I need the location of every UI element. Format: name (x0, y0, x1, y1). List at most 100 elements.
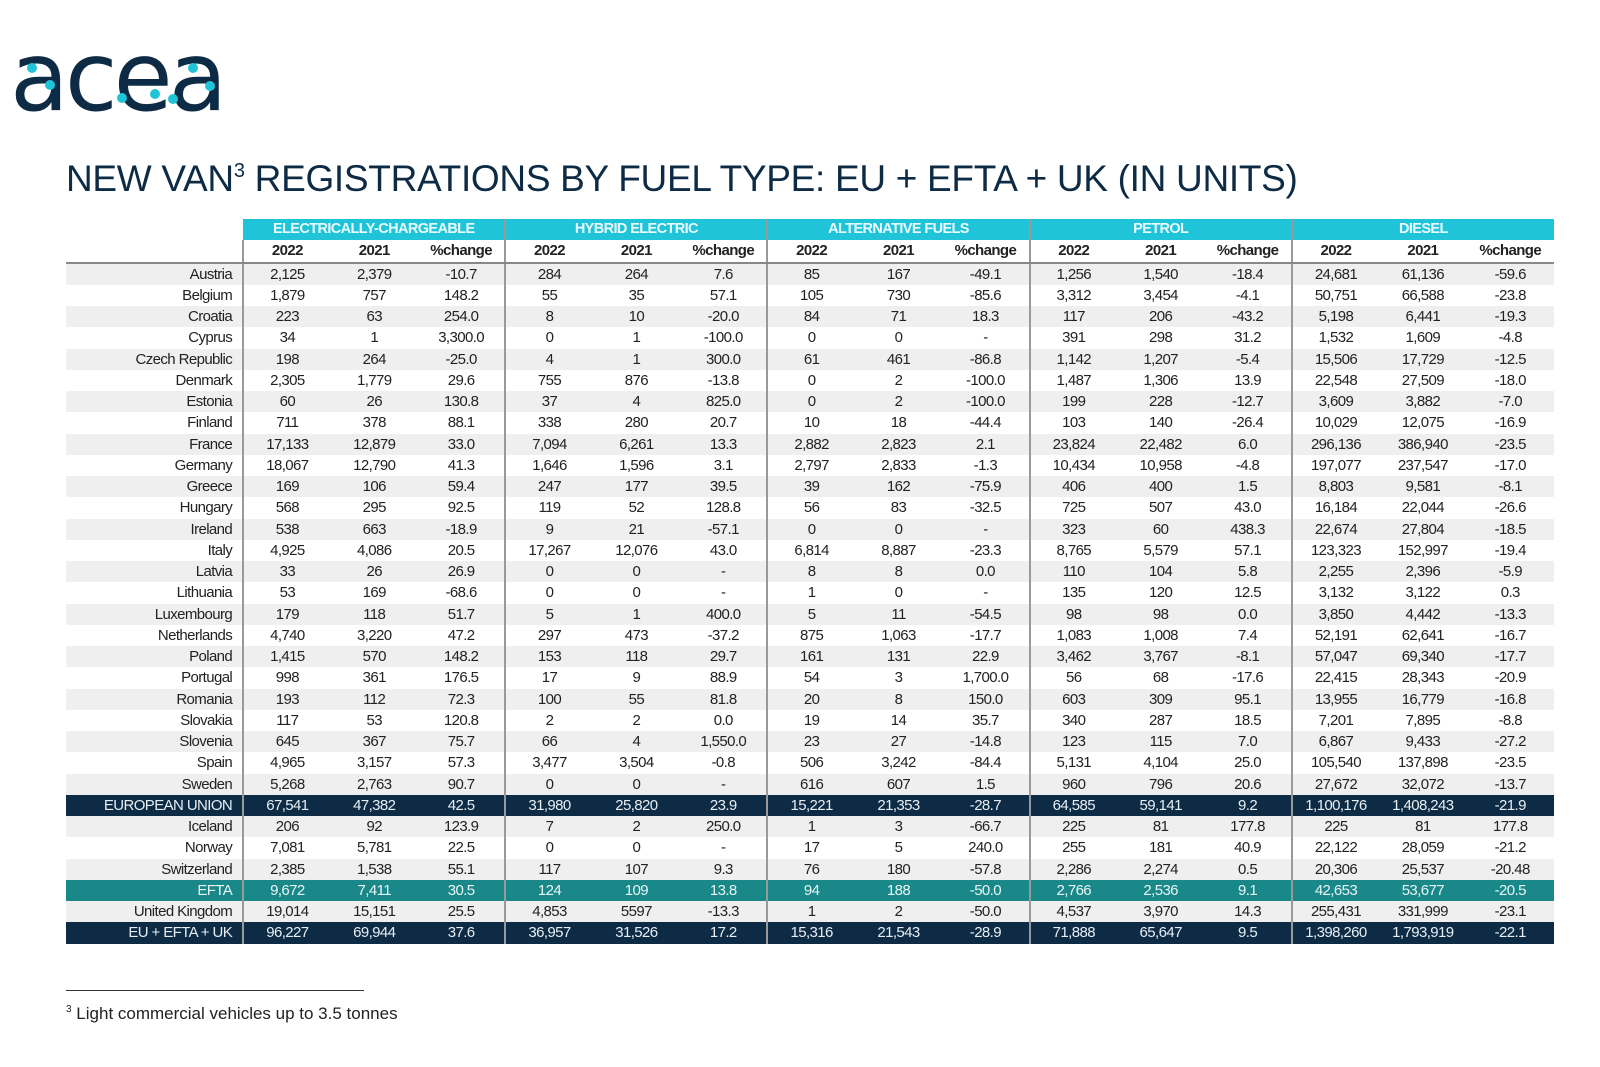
table-cell: 21 (592, 518, 681, 540)
table-cell: 3,132 (1290, 582, 1380, 604)
table-cell: 0 (504, 561, 593, 583)
table-cell: 22,415 (1290, 667, 1380, 689)
table-cell: 22,122 (1290, 837, 1380, 859)
table-cell: 300.0 (680, 348, 768, 370)
column-header: 2021 (592, 240, 681, 264)
table-cell: 960 (1028, 773, 1117, 795)
table-cell: 1,793,919 (1379, 922, 1467, 944)
table-cell: 2,385 (242, 858, 331, 880)
row-label: Latvia (66, 561, 244, 583)
table-cell: 118 (592, 646, 681, 668)
table-cell: 96,227 (242, 922, 331, 944)
table-cell: 2,797 (766, 454, 855, 476)
table-cell: 169 (242, 476, 331, 498)
table-cell: -50.0 (942, 901, 1030, 923)
table-cell: 7,201 (1290, 709, 1380, 731)
table-row: Portugal 998 361 176.5 17 9 88.9 54 3 1,700.0 56 68… (66, 667, 1554, 689)
table-cell: 137,898 (1397, 754, 1449, 772)
table-cell: 69,340 (1379, 646, 1467, 668)
table-cell: 23.9 (680, 794, 768, 816)
table-cell: 28,343 (1401, 669, 1445, 687)
table-cell: -16.7 (1494, 626, 1527, 644)
table-cell: 5597 (592, 901, 681, 923)
table-row: Greece 169 106 59.4 247 177 39.5 39 162 -75.9 406 4… (66, 476, 1554, 498)
table-cell: 9,672 (242, 879, 331, 901)
table-cell: 0 (504, 773, 593, 795)
table-cell: -28.7 (942, 794, 1030, 816)
table-cell: 98 (1116, 603, 1205, 625)
table-cell: -14.8 (942, 731, 1030, 753)
table-cell: -43.2 (1204, 306, 1292, 328)
table-cell: 298 (1149, 329, 1173, 347)
table-cell: 2 (894, 371, 903, 389)
table-cell: 3,504 (619, 754, 654, 772)
table-cell: 148.2 (417, 646, 506, 668)
table-cell: 9.3 (680, 858, 768, 880)
table-cell: 875 (766, 624, 855, 646)
table-cell: 1 (766, 901, 855, 923)
group-header: ELECTRICALLY-CHARGEABLE (243, 219, 506, 241)
row-label: Italy (207, 541, 233, 559)
table-cell: 2,274 (1116, 858, 1205, 880)
table-cell: 26 (330, 391, 418, 413)
row-label: Slovenia (66, 731, 244, 753)
table-cell: 62,641 (1401, 626, 1445, 644)
table-cell: 40.9 (1234, 839, 1261, 857)
table-cell: 94 (766, 879, 855, 901)
table-cell: 60 (242, 391, 331, 413)
table-cell: 81.8 (680, 688, 768, 710)
table-cell: - (721, 839, 726, 857)
column-header: 2021 (330, 240, 418, 264)
table-cell: 5,781 (356, 839, 392, 857)
table-cell: 35 (628, 286, 645, 304)
table-cell: 323 (1028, 518, 1117, 540)
table-cell: 4,104 (1143, 754, 1178, 772)
table-cell: -19.4 (1494, 541, 1527, 559)
column-header: %change (942, 240, 1030, 264)
row-label: Portugal (181, 669, 233, 687)
table-cell: 39.5 (680, 476, 768, 498)
table-cell: 8,887 (881, 541, 916, 559)
table-cell: 0 (894, 584, 903, 602)
row-label: Cyprus (188, 329, 233, 347)
table-cell: 197,077 (1290, 454, 1380, 476)
table-cell: 66 (504, 731, 593, 753)
table-cell: -18.0 (1494, 371, 1527, 389)
table-cell: 309 (1116, 688, 1205, 710)
table-cell: 33.0 (417, 433, 506, 455)
table-cell: 0.0 (713, 711, 734, 729)
table-cell: 9 (632, 669, 641, 687)
column-header: 2022 (1028, 240, 1117, 264)
table-cell: 2 (854, 391, 943, 413)
table-cell: 8,765 (1028, 539, 1117, 561)
footnote-divider (66, 990, 364, 991)
table-cell: 4 (592, 731, 681, 753)
row-label: Romania (66, 688, 244, 710)
table-cell: 755 (504, 369, 593, 391)
table-cell: 23,824 (1028, 433, 1117, 455)
table-cell: 14.3 (1204, 901, 1292, 923)
table-row: Estonia 60 26 130.8 37 4 825.0 0 2 -100.0 199 228 -1… (66, 391, 1554, 413)
table-cell: 1,700.0 (962, 669, 1009, 687)
table-cell: 4,740 (242, 624, 331, 646)
table-cell: 120.8 (443, 711, 479, 729)
table-cell: -23.8 (1494, 286, 1527, 304)
table-cell: 9 (504, 518, 593, 540)
table-cell: 7,094 (504, 433, 593, 455)
table-cell: 1,538 (330, 858, 418, 880)
table-cell: 22.9 (942, 646, 1030, 668)
table-cell: 115 (1116, 731, 1205, 753)
svg-text:acea: acea (10, 38, 224, 120)
table-cell: 3,477 (504, 752, 593, 774)
table-row: Hungary 568 295 92.5 119 52 128.8 56 83 -32.5 725 5… (66, 497, 1554, 519)
row-label: Austria (66, 262, 244, 285)
table-cell: 33 (242, 561, 331, 583)
table-cell: 130.8 (417, 391, 506, 413)
table-cell: - (983, 329, 988, 347)
table-cell: 84 (766, 306, 855, 328)
table-cell: 169 (362, 584, 387, 602)
table-cell: 22,482 (1116, 433, 1205, 455)
table-cell: 81 (1379, 816, 1467, 838)
table-cell: 2 (504, 709, 593, 731)
table-row: Cyprus 34 1 3,300.0 0 1 -100.0 0 0 - 391 298 31.2 1,5… (66, 327, 1554, 349)
